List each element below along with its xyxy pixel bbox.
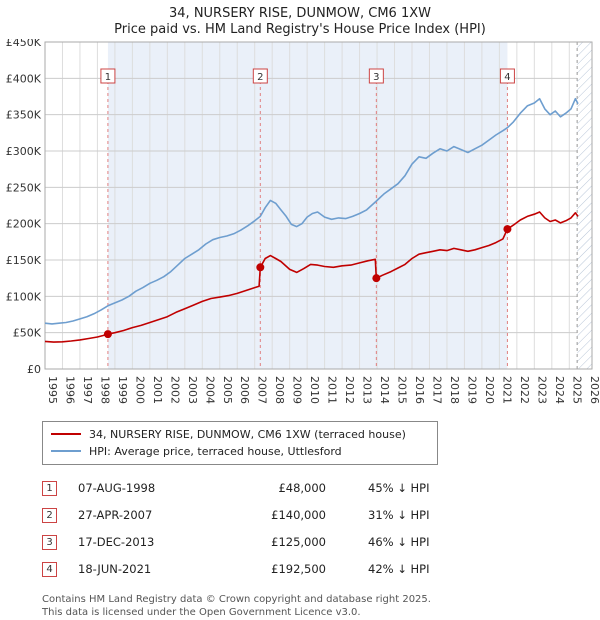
chart-subtitle: Price paid vs. HM Land Registry's House …: [114, 22, 486, 38]
svg-text:£200K: £200K: [6, 217, 42, 230]
svg-text:2002: 2002: [168, 376, 181, 404]
svg-text:2008: 2008: [273, 376, 286, 404]
svg-text:2017: 2017: [430, 376, 443, 404]
sale-row: 4 18-JUN-2021 £192,500 42% ↓ HPI: [42, 556, 600, 583]
svg-text:2009: 2009: [291, 376, 304, 404]
legend-hpi-label: HPI: Average price, terraced house, Uttl…: [89, 444, 342, 458]
svg-text:2003: 2003: [186, 376, 199, 404]
chart-header: 34, NURSERY RISE, DUNMOW, CM6 1XW Price …: [0, 0, 600, 39]
svg-text:2020: 2020: [483, 376, 496, 404]
svg-text:£0: £0: [27, 363, 41, 376]
svg-text:£350K: £350K: [6, 108, 42, 121]
hpi-line-swatch: [51, 450, 81, 452]
svg-text:2005: 2005: [221, 376, 234, 404]
sale-hpi-diff: 45% ↓ HPI: [368, 481, 430, 495]
property-line-swatch: [51, 433, 81, 435]
sale-date: 18-JUN-2021: [78, 562, 152, 576]
svg-text:1995: 1995: [46, 376, 59, 404]
chart-title: 34, NURSERY RISE, DUNMOW, CM6 1XW: [169, 6, 431, 21]
sale-hpi-diff: 46% ↓ HPI: [368, 535, 430, 549]
svg-text:£400K: £400K: [6, 72, 42, 85]
sale-row: 2 27-APR-2007 £140,000 31% ↓ HPI: [42, 502, 600, 529]
sale-number-badge: 1: [42, 480, 57, 496]
sale-number-badge: 2: [42, 507, 57, 523]
svg-text:£100K: £100K: [6, 290, 42, 303]
svg-text:£250K: £250K: [6, 181, 42, 194]
sale-price: £140,000: [271, 508, 326, 522]
footer-line-1: Contains HM Land Registry data © Crown c…: [42, 593, 431, 605]
svg-text:2010: 2010: [308, 376, 321, 404]
svg-text:2000: 2000: [133, 376, 146, 404]
attribution-footer: Contains HM Land Registry data © Crown c…: [42, 593, 600, 619]
svg-text:2012: 2012: [343, 376, 356, 404]
svg-text:2007: 2007: [256, 376, 269, 404]
svg-text:2025: 2025: [570, 376, 583, 404]
svg-text:£450K: £450K: [6, 39, 42, 49]
svg-text:1996: 1996: [63, 376, 76, 404]
svg-text:1998: 1998: [98, 376, 111, 404]
legend-row-property: 34, NURSERY RISE, DUNMOW, CM6 1XW (terra…: [51, 426, 429, 443]
svg-text:£300K: £300K: [6, 145, 42, 158]
svg-text:2014: 2014: [378, 376, 391, 404]
sale-hpi-diff: 31% ↓ HPI: [368, 508, 430, 522]
chart-legend: 34, NURSERY RISE, DUNMOW, CM6 1XW (terra…: [42, 420, 438, 465]
svg-text:4: 4: [504, 72, 510, 83]
svg-text:2006: 2006: [238, 376, 251, 404]
svg-text:1999: 1999: [116, 376, 129, 404]
sale-date: 17-DEC-2013: [78, 535, 155, 549]
svg-text:2011: 2011: [326, 376, 339, 404]
svg-text:1997: 1997: [81, 376, 94, 404]
sale-hpi-diff: 42% ↓ HPI: [368, 562, 430, 576]
svg-text:2: 2: [257, 72, 263, 83]
svg-text:2023: 2023: [535, 376, 548, 404]
sale-row: 1 07-AUG-1998 £48,000 45% ↓ HPI: [42, 475, 600, 502]
sale-row: 3 17-DEC-2013 £125,000 46% ↓ HPI: [42, 529, 600, 556]
svg-text:2001: 2001: [151, 376, 164, 404]
svg-text:2019: 2019: [465, 376, 478, 404]
svg-text:2024: 2024: [553, 376, 566, 404]
svg-text:£150K: £150K: [6, 254, 42, 267]
legend-row-hpi: HPI: Average price, terraced house, Uttl…: [51, 443, 429, 460]
svg-text:£50K: £50K: [13, 326, 42, 339]
svg-text:2022: 2022: [518, 376, 531, 404]
svg-text:2015: 2015: [396, 376, 409, 404]
footer-line-2: This data is licensed under the Open Gov…: [42, 606, 361, 618]
svg-text:2018: 2018: [448, 376, 461, 404]
sale-number-badge: 3: [42, 534, 57, 550]
sale-price: £48,000: [278, 481, 326, 495]
sale-date: 27-APR-2007: [78, 508, 153, 522]
legend-property-label: 34, NURSERY RISE, DUNMOW, CM6 1XW (terra…: [89, 427, 406, 441]
sale-number-badge: 4: [42, 561, 57, 577]
svg-text:2021: 2021: [500, 376, 513, 404]
svg-text:1: 1: [105, 72, 111, 83]
svg-text:2026: 2026: [588, 376, 600, 404]
sales-table: 1 07-AUG-1998 £48,000 45% ↓ HPI 2 27-APR…: [42, 475, 600, 583]
svg-text:2016: 2016: [413, 376, 426, 404]
sale-date: 07-AUG-1998: [78, 481, 156, 495]
sale-price: £192,500: [271, 562, 326, 576]
sale-price: £125,000: [271, 535, 326, 549]
price-history-chart: £0 £50K £100K £150K £200K £250K £300K £350K £400…: [6, 39, 600, 404]
svg-text:3: 3: [373, 72, 379, 83]
svg-text:2013: 2013: [361, 376, 374, 404]
svg-text:2004: 2004: [203, 376, 216, 404]
